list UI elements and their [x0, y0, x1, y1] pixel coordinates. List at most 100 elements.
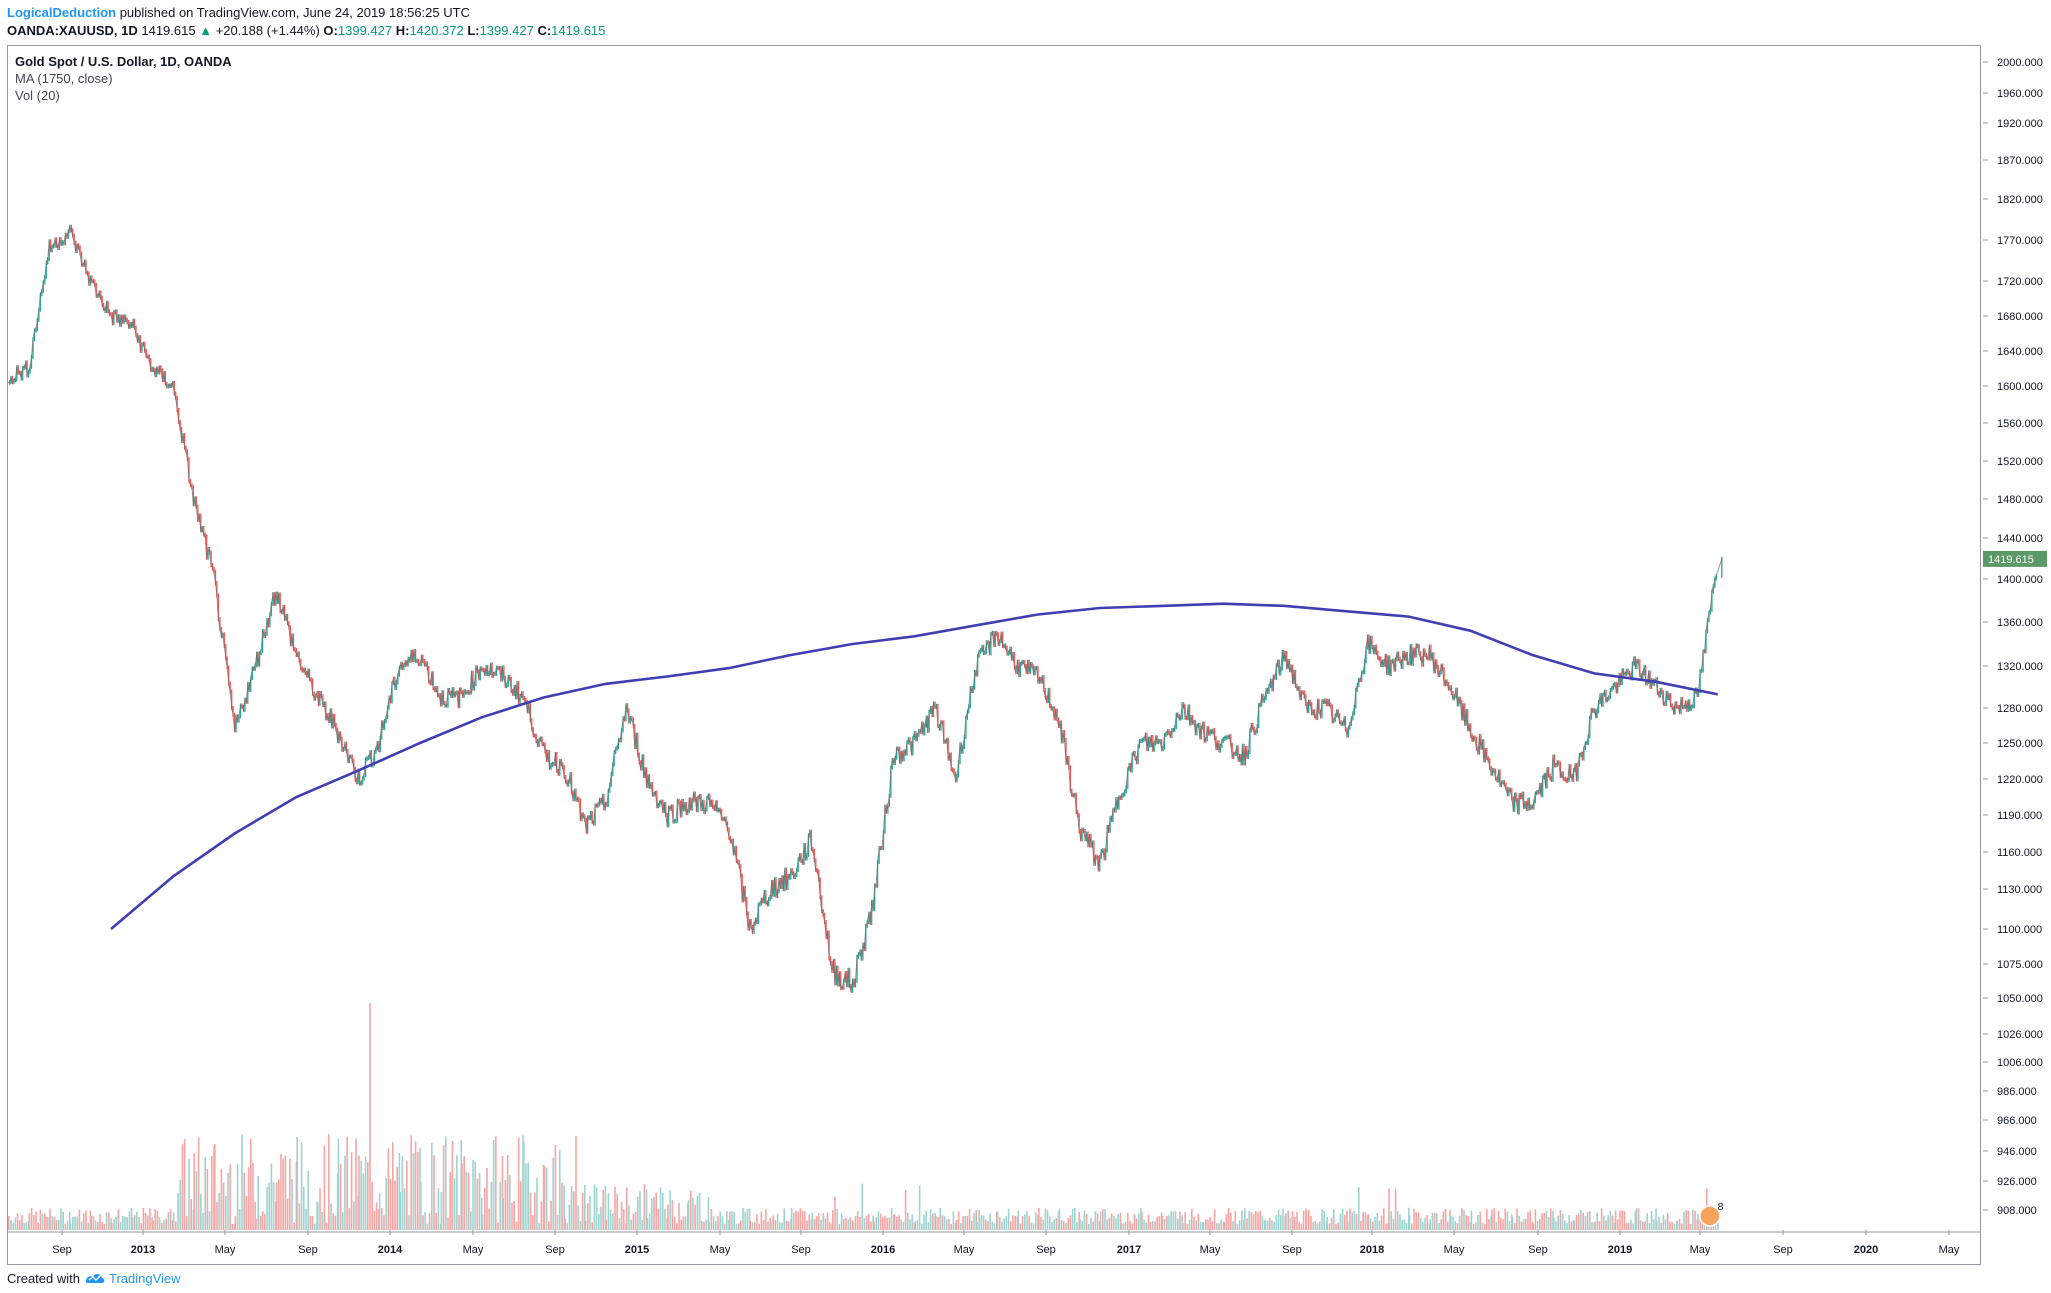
volume-bar [364, 1156, 367, 1230]
volume-bar [721, 1216, 724, 1230]
legend-vol[interactable]: Vol (20) [15, 88, 60, 103]
volume-bar [177, 1192, 179, 1230]
volume-bar [278, 1179, 280, 1230]
volume-bar [509, 1175, 511, 1230]
volume-bar [762, 1219, 765, 1230]
volume-bar [1199, 1221, 1202, 1230]
volume-bar [1280, 1215, 1282, 1230]
volume-bar [433, 1155, 435, 1230]
volume-bar [673, 1216, 676, 1230]
y-tick-label: 2000.000 [1997, 57, 2043, 69]
volume-bar [1429, 1219, 1431, 1230]
volume-bar [1335, 1223, 1337, 1230]
volume-bar [1518, 1215, 1520, 1230]
volume-bar [888, 1217, 891, 1230]
volume-bar [570, 1186, 573, 1230]
volume-bar [832, 1210, 834, 1230]
volume-bar [566, 1223, 568, 1230]
volume-bar [111, 1222, 113, 1230]
volume-bar [818, 1213, 820, 1230]
volume-bar [1076, 1222, 1078, 1230]
volume-bar [1355, 1214, 1358, 1230]
volume-bar [188, 1158, 190, 1230]
volume-bar [975, 1209, 977, 1230]
volume-bar [1500, 1217, 1502, 1230]
volume-bar [1115, 1218, 1117, 1230]
volume-bar [1092, 1221, 1094, 1230]
volume-bar [729, 1211, 731, 1230]
volume-bar [122, 1215, 124, 1230]
volume-bar [1438, 1222, 1440, 1230]
volume-bar [206, 1169, 209, 1230]
volume-bar [1067, 1217, 1069, 1230]
volume-bar [587, 1203, 589, 1230]
volume-bar [575, 1135, 577, 1230]
chart-frame[interactable] [7, 45, 1981, 1265]
tradingview-link[interactable]: TradingView [84, 1271, 181, 1286]
volume-bar [907, 1212, 909, 1230]
volume-bar [486, 1168, 488, 1230]
volume-bar [1325, 1221, 1328, 1230]
volume-bar [342, 1212, 344, 1230]
volume-bar [584, 1185, 586, 1230]
volume-bar [980, 1215, 983, 1230]
y-tick-label: 1190.000 [1997, 810, 2042, 822]
volume-bar [1305, 1210, 1308, 1230]
volume-bar [504, 1180, 507, 1230]
volume-bar [1351, 1212, 1353, 1230]
volume-bar [1504, 1208, 1506, 1230]
volume-bar [25, 1222, 28, 1230]
volume-bar [1168, 1215, 1170, 1230]
volume-bar [609, 1209, 612, 1230]
volume-bar [328, 1134, 330, 1230]
volume-bar [323, 1145, 326, 1230]
volume-bar [1578, 1213, 1580, 1230]
volume-bar [282, 1158, 284, 1230]
volume-bar [1564, 1220, 1566, 1230]
volume-bar [19, 1220, 21, 1230]
volume-bar [1298, 1221, 1300, 1230]
volume-bar [985, 1219, 987, 1230]
volume-bar [1582, 1212, 1584, 1230]
volume-bar [1079, 1218, 1081, 1230]
volume-bar [859, 1216, 861, 1230]
volume-bar [55, 1220, 58, 1230]
volume-bar [847, 1219, 849, 1230]
x-tick-label: Sep [298, 1244, 318, 1256]
volume-bar [1664, 1219, 1667, 1230]
volume-bar [1694, 1210, 1696, 1230]
volume-bar [662, 1193, 664, 1230]
volume-bar [272, 1182, 275, 1230]
volume-bar [536, 1177, 538, 1230]
volume-bar [1483, 1223, 1486, 1230]
volume-bar [929, 1209, 932, 1230]
volume-bar [307, 1170, 309, 1230]
volume-bar [332, 1213, 334, 1230]
volume-bar [999, 1217, 1001, 1230]
y-tick-label: 1520.000 [1997, 456, 2043, 468]
volume-bar [1426, 1215, 1428, 1230]
volume-bar [564, 1218, 566, 1230]
volume-bar [785, 1221, 788, 1230]
volume-bar [305, 1208, 307, 1230]
volume-bar [1349, 1208, 1351, 1230]
volume-bar [373, 1210, 376, 1230]
volume-bar [247, 1167, 250, 1230]
volume-bar [1463, 1210, 1465, 1230]
volume-bar [1133, 1214, 1136, 1230]
y-tick-label: 1680.000 [1997, 311, 2043, 323]
volume-bar [1188, 1219, 1191, 1230]
volume-bar [1594, 1221, 1596, 1230]
x-tick-label: May [1939, 1244, 1960, 1256]
volume-bar [1030, 1222, 1033, 1230]
volume-bar [538, 1223, 540, 1230]
volume-bar [1388, 1188, 1390, 1230]
legend-ma[interactable]: MA (1750, close) [15, 71, 113, 86]
volume-bar [1369, 1218, 1372, 1230]
volume-bar [540, 1201, 543, 1230]
volume-bar [1129, 1220, 1131, 1230]
volume-bar [939, 1207, 941, 1230]
author-link[interactable]: LogicalDeduction [7, 5, 117, 20]
event-marker-count: 8 [1718, 1202, 1724, 1213]
